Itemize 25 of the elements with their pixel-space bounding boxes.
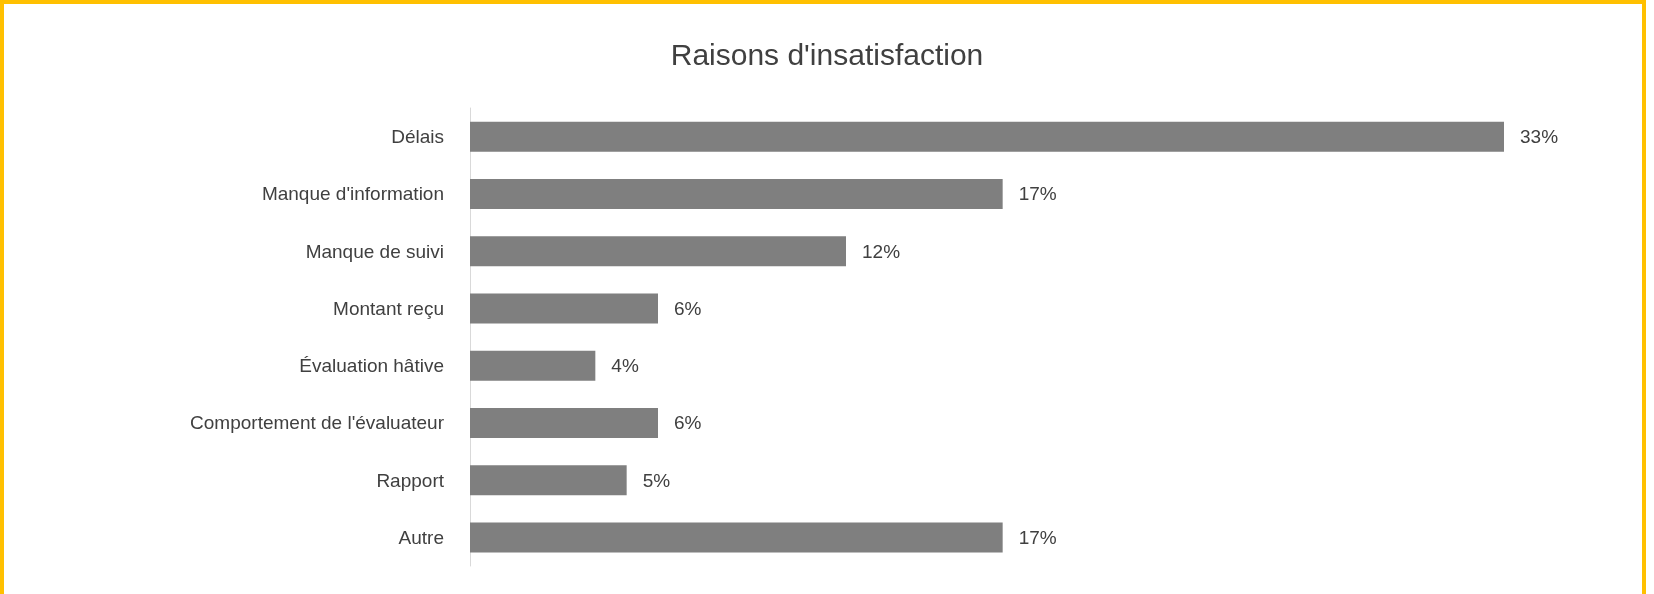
y-tick-label: Manque d'information — [261, 183, 444, 205]
y-tick-label: Comportement de l'évaluateur — [190, 412, 445, 434]
y-tick-label: Manque de suivi — [305, 240, 444, 262]
data-label: 6% — [674, 297, 702, 319]
y-tick-label: Rapport — [376, 469, 445, 491]
bar — [470, 178, 1003, 209]
data-label: 5% — [642, 469, 671, 491]
y-tick-label: Montant reçu — [333, 297, 444, 319]
bar — [470, 121, 1504, 152]
chart-title: Raisons d'insatisfaction — [670, 37, 984, 71]
bar — [470, 236, 846, 267]
bar — [470, 293, 658, 324]
data-label: 4% — [611, 355, 639, 377]
bar — [470, 522, 1003, 553]
data-label: 33% — [1520, 126, 1559, 148]
data-label: 17% — [1018, 183, 1057, 205]
y-tick-label: Délais — [391, 126, 444, 148]
bar — [470, 465, 627, 496]
data-label: 6% — [674, 412, 702, 434]
y-tick-label: Autre — [398, 526, 444, 548]
bar — [470, 350, 596, 381]
data-label: 17% — [1018, 526, 1057, 548]
y-tick-label: Évaluation hâtive — [299, 355, 444, 377]
data-label: 12% — [862, 240, 901, 262]
bar — [470, 407, 658, 438]
